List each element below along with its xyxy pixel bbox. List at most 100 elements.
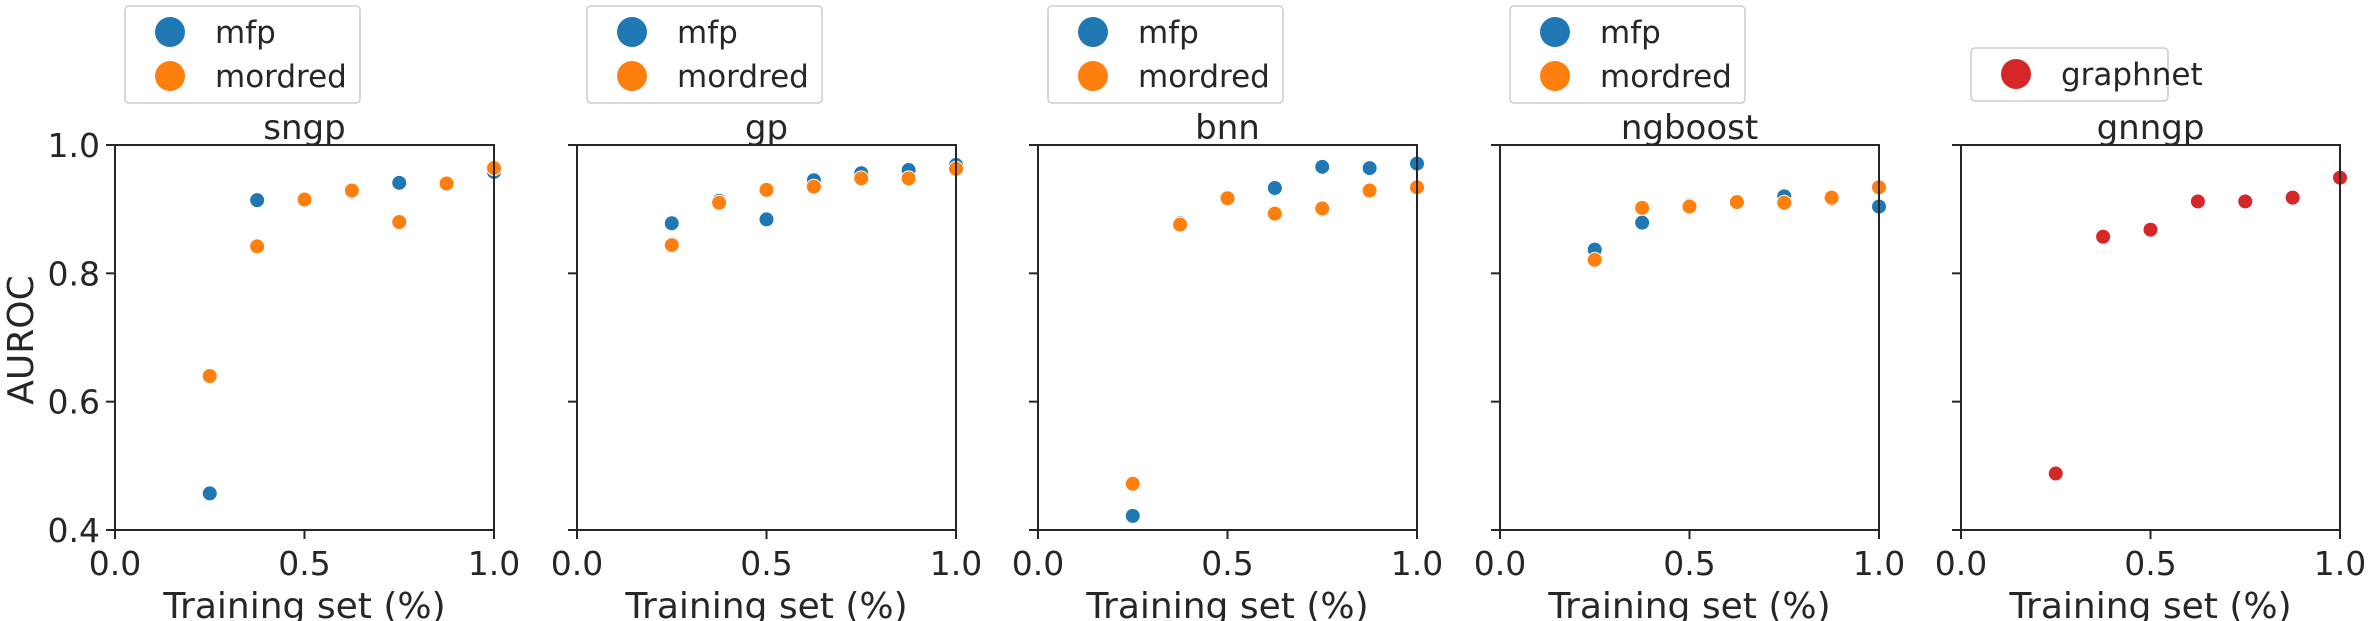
legend: graphnet — [1970, 47, 2203, 102]
data-point-mordred — [1728, 194, 1745, 211]
data-point-mordred — [1681, 198, 1698, 215]
data-point-mordred — [1124, 475, 1141, 492]
legend-label: mordred — [677, 59, 809, 95]
x-axis-label: Training set (%) — [1085, 586, 1368, 621]
x-tick-label: 0.5 — [1663, 544, 1715, 583]
data-point-mfp — [758, 211, 775, 228]
data-point-mordred — [201, 368, 218, 384]
legend-marker-mfp — [617, 17, 647, 47]
data-point-mordred — [249, 238, 266, 255]
legend-label: mfp — [1138, 15, 1199, 51]
axes-frame — [1499, 144, 1880, 531]
legend-label: mfp — [677, 15, 738, 51]
data-point-graphnet — [2142, 221, 2159, 238]
y-tick-label: 0.6 — [48, 383, 100, 422]
data-point-graphnet — [2284, 189, 2301, 206]
data-point-mordred — [711, 194, 728, 211]
data-point-mordred — [1586, 251, 1603, 268]
legend-label: graphnet — [2061, 57, 2203, 93]
legend-label: mfp — [1600, 15, 1661, 51]
panel-title: gnngp — [2097, 108, 2205, 148]
legend: mfp mordred — [124, 5, 361, 104]
y-tick-label: 1.0 — [48, 126, 100, 165]
legend-marker-mordred — [155, 61, 185, 91]
panel-title: bnn — [1195, 108, 1260, 148]
data-point-mordred — [1776, 194, 1793, 211]
data-point-mordred — [391, 214, 408, 230]
data-point-mfp — [1124, 507, 1141, 524]
data-point-graphnet — [2237, 193, 2254, 210]
chart-panel-gp: 0.0 0.5 1.0 Training set (%) gp mfp mordred — [551, 5, 982, 621]
data-point-mordred — [1314, 200, 1331, 217]
data-point-mordred — [853, 170, 870, 187]
chart-panel-bnn: 0.0 0.5 1.0 Training set (%) bnn mfp mordred — [1012, 5, 1443, 621]
chart-panel-gnngp: 0.0 0.5 1.0 Training set (%) gnngp graphnet — [1935, 47, 2366, 621]
axes-frame — [576, 144, 957, 531]
data-point-mordred — [1361, 182, 1378, 199]
data-point-mfp — [1314, 158, 1331, 175]
chart-panel-sngp: 0.4 0.6 0.8 1.0 0.0 0.5 1.0 Training set (%) sng… — [48, 5, 520, 621]
legend-label: mordred — [1138, 59, 1270, 95]
legend-marker-mfp — [1540, 17, 1570, 47]
data-point-graphnet — [2095, 228, 2112, 245]
data-point-mfp — [391, 174, 408, 191]
y-axis-label: AUROC — [1, 275, 42, 404]
data-point-mordred — [1634, 199, 1651, 216]
data-point-mordred — [1823, 189, 1840, 206]
x-tick-label: 0.5 — [2124, 544, 2176, 583]
data-point-mfp — [1361, 160, 1378, 177]
legend-marker-mordred — [617, 61, 647, 91]
data-point-mfp — [201, 485, 218, 502]
x-axis-label: Training set (%) — [162, 586, 445, 621]
data-point-mordred — [758, 181, 775, 198]
x-tick-label: 1.0 — [2314, 544, 2366, 583]
x-tick-label: 0.5 — [1201, 544, 1253, 583]
legend: mfp mordred — [1047, 5, 1284, 104]
legend-marker-mordred — [1540, 61, 1570, 91]
data-point-mordred — [900, 170, 917, 187]
x-tick-label: 1.0 — [1853, 544, 1905, 583]
axes-frame — [114, 144, 495, 531]
legend-marker-graphnet — [2001, 59, 2031, 89]
x-tick-label: 1.0 — [1391, 544, 1443, 583]
x-tick-label: 0.5 — [278, 544, 330, 583]
x-tick-label: 0.0 — [1012, 544, 1064, 583]
data-point-mfp — [1266, 179, 1283, 196]
panel-title: gp — [745, 108, 788, 148]
data-point-mordred — [805, 178, 822, 195]
legend-label: mordred — [215, 59, 347, 95]
data-point-mordred — [296, 191, 313, 208]
x-tick-label: 0.0 — [1474, 544, 1526, 583]
legend-marker-mfp — [1078, 17, 1108, 47]
data-point-graphnet — [2189, 193, 2206, 210]
data-point-mordred — [663, 237, 680, 254]
axes-frame — [1960, 144, 2341, 531]
data-point-mordred — [1219, 190, 1236, 207]
data-point-graphnet — [2047, 465, 2064, 482]
y-tick-label: 0.4 — [48, 511, 100, 550]
data-point-mordred — [1266, 205, 1283, 222]
chart-panel-ngboost: 0.0 0.5 1.0 Training set (%) ngboost mfp mordr… — [1474, 5, 1905, 621]
legend-marker-mfp — [155, 17, 185, 47]
x-tick-label: 0.0 — [89, 544, 141, 583]
x-axis-label: Training set (%) — [2008, 586, 2291, 621]
x-tick-label: 1.0 — [468, 544, 520, 583]
legend: mfp mordred — [1509, 5, 1746, 104]
data-point-mordred — [438, 175, 455, 192]
y-tick-label: 0.8 — [48, 254, 100, 293]
axes-frame — [1037, 144, 1418, 531]
data-point-mfp — [1634, 214, 1651, 231]
data-point-mfp — [663, 215, 680, 232]
x-tick-label: 0.5 — [740, 544, 792, 583]
x-axis-label: Training set (%) — [1547, 586, 1830, 621]
legend-marker-mordred — [1078, 61, 1108, 91]
panel-title: ngboost — [1621, 108, 1758, 148]
data-point-mfp — [249, 192, 266, 209]
x-axis-label: Training set (%) — [624, 586, 907, 621]
data-point-mordred — [1172, 216, 1189, 233]
panel-title: sngp — [263, 108, 345, 148]
x-tick-label: 1.0 — [930, 544, 982, 583]
legend-label: mordred — [1600, 59, 1732, 95]
legend-label: mfp — [215, 15, 276, 51]
